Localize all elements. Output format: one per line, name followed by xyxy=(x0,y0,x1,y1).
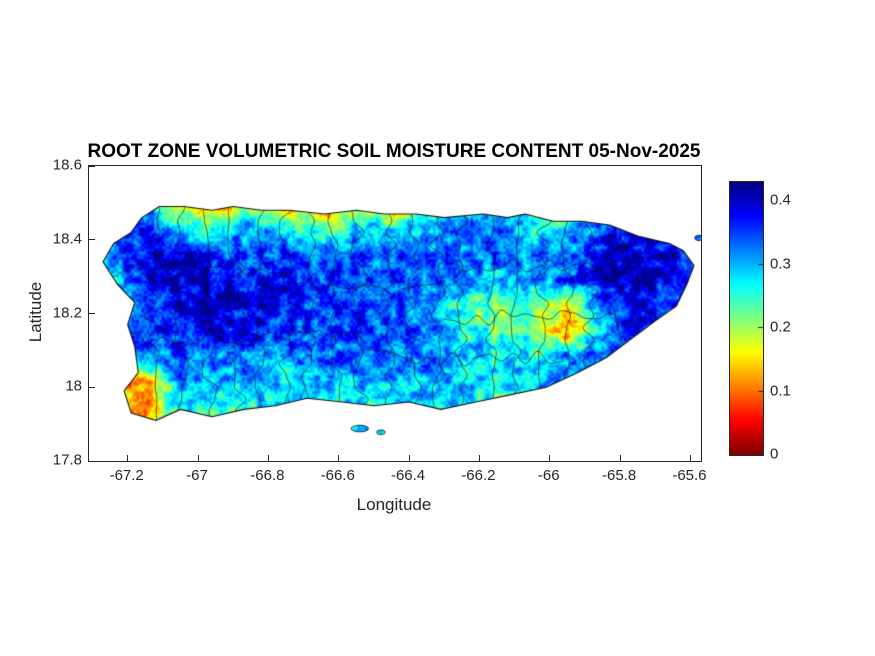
chart-title: ROOT ZONE VOLUMETRIC SOIL MOISTURE CONTE… xyxy=(87,141,701,162)
x-tick-label: -66.6 xyxy=(320,467,355,484)
x-tick-mark xyxy=(408,455,410,461)
y-tick-label: 18.6 xyxy=(52,156,82,174)
colorbar-gradient-canvas xyxy=(730,182,763,455)
x-tick-label: -66.2 xyxy=(461,467,496,484)
x-tick-mark xyxy=(197,455,199,461)
x-tick-mark xyxy=(338,455,340,461)
x-axis-label: Longitude xyxy=(356,495,432,514)
colorbar xyxy=(729,181,764,456)
x-tick-mark xyxy=(127,455,129,461)
colorbar-tick-label: 0.1 xyxy=(770,382,791,399)
x-tick-mark xyxy=(619,455,621,461)
colorbar-tick-label: 0 xyxy=(770,445,779,463)
soil-moisture-heatmap-canvas xyxy=(89,166,701,461)
y-tick-mark xyxy=(89,239,95,241)
x-tick-mark xyxy=(689,455,691,461)
y-tick-mark xyxy=(89,386,95,388)
plot-area xyxy=(88,165,702,462)
x-tick-mark xyxy=(267,455,269,461)
y-tick-mark xyxy=(89,460,95,462)
x-tick-label: -67 xyxy=(186,467,208,484)
x-tick-mark xyxy=(478,455,480,461)
x-tick-label: -66 xyxy=(537,467,560,484)
y-tick-label: 18 xyxy=(65,377,82,395)
y-tick-mark xyxy=(89,165,95,167)
colorbar-tick-label: 0.2 xyxy=(770,318,791,336)
colorbar-tick-label: 0.3 xyxy=(770,255,791,273)
y-tick-label: 18.4 xyxy=(52,230,82,248)
x-tick-label: -66.8 xyxy=(250,467,285,484)
colorbar-tick-label: 0.4 xyxy=(770,191,791,209)
y-tick-mark xyxy=(89,313,95,314)
y-tick-label: 18.2 xyxy=(52,304,82,321)
x-tick-label: -66.4 xyxy=(390,467,426,484)
y-tick-label: 17.8 xyxy=(52,451,82,469)
x-tick-mark xyxy=(549,455,551,461)
x-tick-label: -65.8 xyxy=(601,467,637,484)
x-tick-label: -65.6 xyxy=(672,467,707,484)
x-tick-label: -67.2 xyxy=(109,467,144,484)
